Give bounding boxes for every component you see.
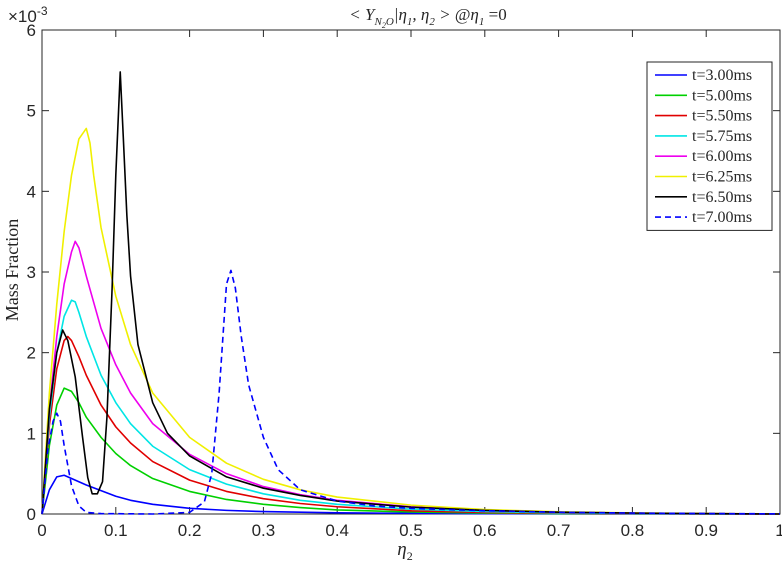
plot-area: 0 0.1 0.2 0.3 0.4 0.5 0.6 0.7 0.8 0.9 1 0 1 2 3 4 5 6 (27, 21, 782, 540)
legend: t=3.00ms t=5.00ms t=5.50ms t=5.75ms t=6.00ms… (646, 61, 773, 231)
x-tick-label: 0.3 (252, 521, 276, 540)
x-tick-label: 0.4 (325, 521, 349, 540)
x-tick-label: 1 (775, 521, 782, 540)
series-line (41, 127, 781, 515)
x-tick-label: 0 (37, 521, 46, 540)
series-line (41, 387, 781, 515)
y-tick-label: 4 (27, 182, 36, 201)
x-axis-label: η2 (397, 539, 412, 563)
legend-entry-label: t=5.50ms (692, 108, 752, 125)
series-line (41, 269, 781, 515)
title-part: N (373, 16, 382, 28)
x-axis-label-main: η (397, 539, 406, 560)
title-part: < Y (349, 5, 376, 24)
legend-entry-label: t=5.00ms (692, 87, 752, 104)
y-axis-label: Mass Fraction (2, 219, 22, 322)
y-tick-label: 5 (27, 102, 36, 121)
legend-entry-label: t=6.25ms (692, 169, 752, 186)
legend-entry-label: t=6.00ms (692, 148, 752, 165)
x-tick-label: 0.6 (473, 521, 497, 540)
title-part: O (386, 16, 394, 28)
legend-entry-label: t=3.00ms (692, 67, 752, 84)
legend-box (646, 61, 773, 231)
y-tick-label: 2 (27, 344, 36, 363)
title-part: 2 (429, 16, 435, 28)
y-tick-label: 0 (27, 505, 36, 524)
y-exponent-base: ×10 (8, 7, 37, 26)
title-part: 1 (479, 16, 485, 28)
series-line (41, 71, 781, 515)
legend-entry-label: t=7.00ms (692, 209, 752, 226)
series-line (41, 240, 781, 515)
x-tick-label: 0.8 (621, 521, 645, 540)
x-tick-label: 0.1 (104, 521, 128, 540)
x-tick-label: 0.9 (694, 521, 718, 540)
x-tick-label: 0.2 (178, 521, 202, 540)
legend-entry-label: t=5.75ms (692, 128, 752, 145)
x-tick-label: 0.5 (399, 521, 423, 540)
y-exponent-power: -3 (37, 4, 48, 18)
series-line (41, 474, 781, 515)
y-exponent: ×10-3 (8, 4, 48, 26)
title-part: 1 (407, 16, 413, 28)
legend-entry-label: t=6.50ms (692, 189, 752, 206)
y-tick-label: 1 (27, 424, 36, 443)
title-part: 2 (382, 21, 386, 30)
series-line (41, 299, 781, 515)
y-tick-label: 3 (27, 263, 36, 282)
x-tick-label: 0.7 (547, 521, 571, 540)
chart-title: < YN2O|η1, η2 > @η1 =0 (349, 5, 506, 30)
title-part: > @η (435, 5, 479, 24)
series-line (41, 335, 781, 515)
x-axis-label-sub: 2 (407, 549, 413, 563)
title-part: |η (394, 5, 407, 24)
title-part: , η (412, 5, 429, 24)
y-tick-label: 6 (27, 21, 36, 40)
title-part: =0 (484, 5, 506, 24)
